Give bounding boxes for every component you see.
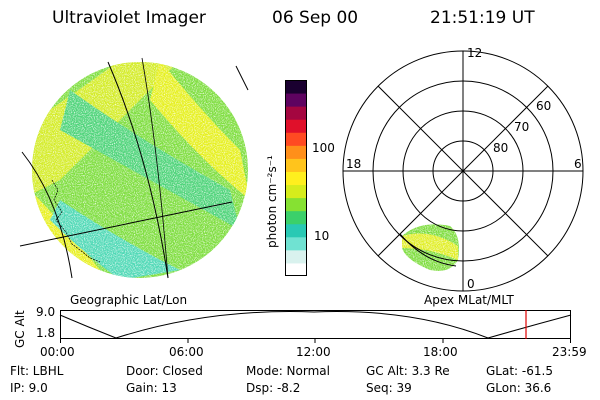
mlt-label-0: 0 [467,277,475,291]
colorbar-band [285,184,307,199]
lat-label-60: 60 [536,99,552,113]
colorbar-unit-svg: photon cm⁻²s⁻¹ [265,155,279,248]
colorbar-tick-100: 100 [312,141,335,155]
colorbar-band [285,249,307,264]
colorbar-band [285,210,307,225]
polar-image-patch [402,224,459,271]
info-mode: Mode: Normal [246,364,330,378]
date-label: 06 Sep 00 [272,8,359,28]
mlt-label-6: 6 [574,157,582,171]
colorbar [285,80,307,277]
colorbar-band [285,158,307,172]
colorbar-band [285,80,307,94]
xtick-0600: 06:00 [169,345,204,359]
xtick-1800: 18:00 [423,345,458,359]
altplot-ylabel-svg: GC Alt [13,310,27,348]
altitude-plot [59,310,572,343]
apex-label: Apex MLat/MLT [424,293,514,307]
altplot-ytick-bottom: 1.8 [36,326,56,340]
altplot-frame [60,310,571,339]
info-dsp: Dsp: -8.2 [246,381,301,395]
colorbar-band [285,132,307,146]
colorbar-band [285,93,307,107]
info-flt: Flt: LBHL [10,364,64,378]
colorbar-band [285,119,307,133]
colorbar-band [285,262,307,277]
polar-grid [342,50,584,292]
terminator-line [399,233,457,267]
colorbar-frame [285,80,307,276]
altitude-curve [59,311,572,339]
info-door: Door: Closed [126,364,203,378]
altplot-ticks [60,339,571,343]
instrument-title: Ultraviolet Imager [52,8,206,28]
info-glon: GLon: 36.6 [486,381,552,395]
colorbar-band [285,145,307,159]
info-gcalt: GC Alt: 3.3 Re [366,364,450,378]
geo-grid-lines [19,57,249,279]
colorbar-band [285,106,307,120]
colorbar-unit-label: photon cm⁻²s⁻¹ [265,155,279,248]
xtick-0000: 00:00 [40,345,75,359]
colorbar-band [285,197,307,212]
image-disc [32,62,248,278]
altplot-ytick-top: 9.0 [36,305,56,319]
lat-label-80: 80 [493,141,509,155]
colorbar-scale [285,80,307,277]
xtick-2359: 23:59 [552,345,587,359]
info-ip: IP: 9.0 [10,381,48,395]
mlt-label-12: 12 [467,46,483,60]
coastline-icon [51,179,101,263]
lat-label-70: 70 [514,120,530,134]
xtick-1200: 12:00 [296,345,331,359]
colorbar-tick-10: 10 [314,229,330,243]
time-label: 21:51:19 UT [430,8,535,28]
info-glat: GLat: -61.5 [486,364,553,378]
colorbar-band [285,171,307,186]
mlt-label-18: 18 [346,157,362,171]
colorbar-band [285,223,307,238]
altplot-ylabel: GC Alt [13,310,27,348]
colorbar-band [285,236,307,251]
geographic-label: Geographic Lat/Lon [70,293,188,307]
info-gain: Gain: 13 [126,381,177,395]
polar-plot [342,50,584,292]
info-seq: Seq: 39 [366,381,412,395]
